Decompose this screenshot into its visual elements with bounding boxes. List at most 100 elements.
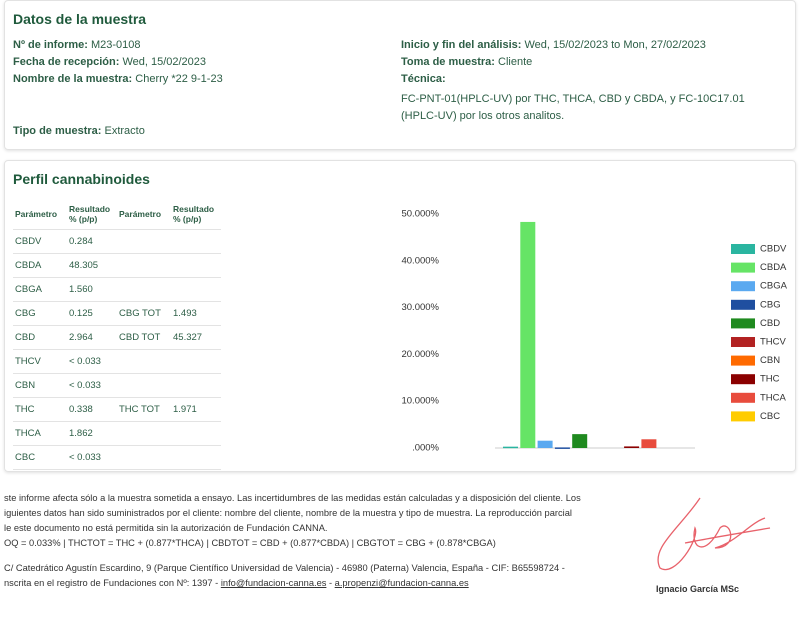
table-row: CBC < 0.033	[13, 445, 221, 470]
scribble	[657, 497, 771, 571]
cell: 2.964	[67, 325, 117, 350]
field-value: M23-0108	[90, 39, 141, 51]
legend-swatch	[731, 244, 755, 254]
bar	[520, 221, 536, 448]
column-header: Resultado % (p/p)	[171, 199, 221, 230]
cell: 48.305	[67, 253, 117, 278]
legend-label: CBG	[760, 299, 781, 310]
table-row: CBN < 0.033	[13, 373, 221, 398]
column-header: Parámetro	[117, 199, 171, 230]
cell	[117, 253, 171, 278]
profile-table: Parámetro Resultado % (p/p) Parámetro Resul…	[13, 199, 221, 470]
cell: THC TOT	[117, 397, 171, 422]
field-label: Nº de informe:	[13, 39, 88, 51]
legend-swatch	[731, 318, 755, 329]
cell	[171, 373, 221, 398]
field-label: Toma de muestra:	[401, 56, 495, 68]
legend-swatch	[731, 355, 755, 366]
y-tick-label: .000%	[412, 443, 439, 454]
legend-label: THCV	[760, 337, 787, 348]
legend-label: CBDV	[760, 244, 787, 255]
field-label: Técnica:	[401, 73, 446, 85]
field-label: Inicio y fin del análisis:	[401, 39, 522, 51]
cell: 1.493	[171, 301, 221, 326]
section-title: Perfil cannabinoides	[13, 171, 150, 187]
sample-card: Datos de la muestra Nº de informe: M23-0…	[4, 0, 796, 150]
cell	[171, 445, 221, 470]
table-row: THCV < 0.033	[13, 349, 221, 374]
cell: CBDA	[13, 253, 67, 278]
technique: FC-PNT-01(HPLC-UV) por THC, THCA, CBD y …	[401, 93, 745, 122]
field: Tipo de muestra: Extracto	[13, 125, 145, 137]
legend-label: THC	[760, 374, 780, 385]
field: Toma de muestra: Cliente	[401, 56, 532, 68]
cell: < 0.033	[67, 445, 117, 470]
cell: 1.560	[67, 277, 117, 302]
cell: 0.284	[67, 229, 117, 254]
table-row: CBD 2.964 CBD TOT 45.327	[13, 325, 221, 350]
bar	[624, 446, 640, 448]
cell: 45.327	[171, 325, 221, 350]
field-value: Cliente	[498, 56, 533, 68]
field: Técnica:	[401, 73, 446, 85]
cell: CBD TOT	[117, 325, 171, 350]
field: Fecha de recepción: Wed, 15/02/2023	[13, 56, 206, 68]
table-row: CBDV 0.284	[13, 229, 221, 254]
legend-label: THCA	[760, 392, 787, 403]
cell: < 0.033	[67, 349, 117, 374]
field-label: Fecha de recepción:	[13, 56, 120, 68]
email-link[interactable]: a.propenzi@fundacion-canna.es	[334, 578, 469, 588]
legend-swatch	[731, 392, 755, 403]
address: C/ Catedrático Agustín Escardino, 9 (Par…	[4, 563, 565, 573]
cell: CBGA	[13, 277, 67, 302]
field-label: Tipo de muestra:	[13, 125, 102, 137]
section-title: Datos de la muestra	[13, 11, 147, 27]
field: Nº de informe: M23-0108	[13, 39, 141, 51]
cell: THCV	[13, 349, 67, 374]
legend-swatch	[731, 374, 755, 385]
cell: CBDV	[13, 229, 67, 254]
y-tick-label: 30.000%	[401, 302, 439, 313]
table-row: CBGA 1.560	[13, 277, 221, 302]
cell	[171, 253, 221, 278]
y-tick-label: 10.000%	[401, 396, 439, 407]
column-header: Resultado % (p/p)	[67, 199, 117, 230]
profile-card: Perfil cannabinoides Parámetro Resultado …	[4, 160, 796, 472]
field-label: Nombre de la muestra:	[13, 73, 133, 85]
y-tick-label: 50.000%	[401, 209, 439, 220]
cell: CBD	[13, 325, 67, 350]
cell	[117, 373, 171, 398]
note: OQ = 0.033% | THCTOT = THC + (0.877*THCA…	[4, 538, 496, 548]
legend-swatch	[731, 262, 755, 273]
cell: THC	[13, 397, 67, 422]
cell	[171, 229, 221, 254]
y-tick-label: 40.000%	[401, 255, 439, 266]
registry: nscrita en el registro de Fundaciones co…	[4, 578, 469, 588]
bar	[537, 440, 553, 448]
bar	[503, 446, 518, 449]
table-row: CBDA 48.305	[13, 253, 221, 278]
cell: 1.862	[67, 421, 117, 446]
header-row: Parámetro Resultado % (p/p) Parámetro Resul…	[13, 199, 221, 230]
registry-text: -	[326, 578, 335, 588]
table-row: THCA 1.862	[13, 421, 221, 446]
cell: 0.125	[67, 301, 117, 326]
note: ste informe afecta sólo a la muestra som…	[4, 493, 581, 503]
cell	[171, 421, 221, 446]
signature-scribble	[657, 497, 771, 571]
legend-label: CBC	[760, 411, 780, 422]
cell	[117, 349, 171, 374]
field: Inicio y fin del análisis: Wed, 15/02/20…	[401, 39, 706, 51]
cell: CBG TOT	[117, 301, 171, 326]
bar	[554, 447, 570, 449]
cell: CBC	[13, 445, 67, 470]
legend-label: CBDA	[760, 262, 787, 273]
field: Nombre de la muestra: Cherry *22 9-1-23	[13, 73, 223, 85]
cell: THCA	[13, 421, 67, 446]
cell	[117, 421, 171, 446]
field-value: Cherry *22 9-1-23	[135, 73, 223, 85]
cell: 1.971	[171, 397, 221, 422]
field-value: Extracto	[104, 125, 145, 137]
email-link[interactable]: info@fundacion-canna.es	[220, 578, 327, 588]
